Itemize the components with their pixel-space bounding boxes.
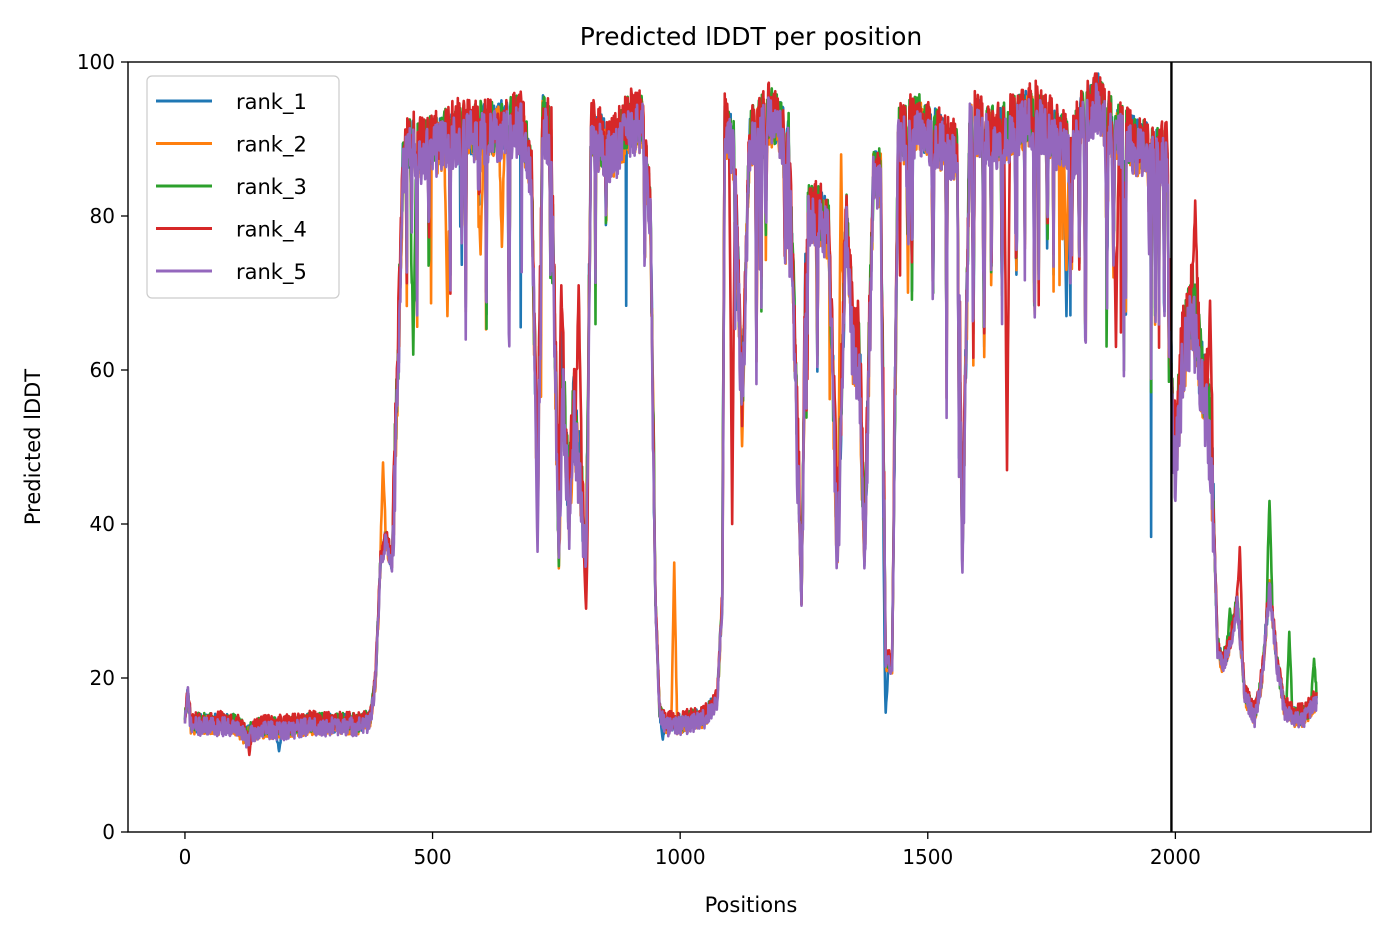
y-tick-label: 60 [90, 358, 115, 382]
legend-label: rank_4 [236, 218, 307, 243]
y-tick-label: 40 [90, 512, 115, 536]
legend-label: rank_3 [236, 175, 307, 200]
x-tick-label: 0 [179, 845, 192, 869]
x-tick-label: 1500 [902, 845, 953, 869]
x-tick-label: 2000 [1150, 845, 1201, 869]
y-tick-label: 100 [77, 50, 115, 74]
plot-lines [183, 72, 1318, 757]
y-axis-title: Predicted lDDT [21, 369, 45, 525]
series-line-rank-2 [183, 85, 1318, 747]
x-tick-label: 500 [413, 845, 451, 869]
chart-title: Predicted lDDT per position [580, 22, 922, 51]
x-tick-label: 1000 [655, 845, 706, 869]
y-tick-label: 0 [102, 820, 115, 844]
legend-label: rank_5 [236, 260, 307, 285]
legend-label: rank_1 [236, 90, 307, 115]
y-axis: 0 20 40 60 80 100 [77, 50, 128, 844]
y-tick-label: 80 [90, 204, 115, 228]
y-tick-label: 20 [90, 666, 115, 690]
x-axis-title: Positions [705, 893, 798, 917]
legend-box [146, 75, 340, 299]
series-line-rank-5 [183, 82, 1318, 749]
plot-frame [127, 61, 1372, 833]
x-axis: 0 500 1000 1500 2000 [179, 832, 1201, 869]
legend: rank_1 rank_2 rank_3 rank_4 rank_5 [146, 75, 340, 299]
legend-label: rank_2 [236, 133, 307, 158]
